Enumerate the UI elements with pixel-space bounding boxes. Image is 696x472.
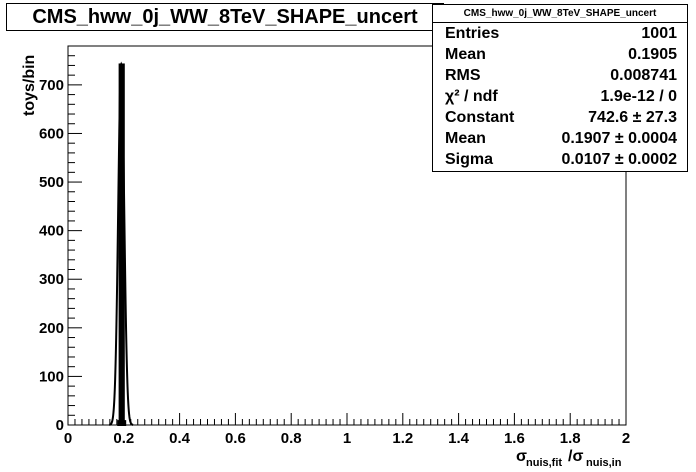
stats-row: Constant 742.6 ± 27.3 <box>433 107 687 128</box>
y-tick-label: 100 <box>39 368 64 385</box>
stats-label: Sigma <box>445 151 494 168</box>
stats-value: 0.1905 <box>628 46 677 63</box>
stats-value: 0.0107 ± 0.0002 <box>561 151 677 168</box>
stats-label: RMS <box>445 67 481 84</box>
stats-value: 742.6 ± 27.3 <box>588 109 677 126</box>
stats-rows: Entries 1001 Mean 0.1905 RMS 0.008741 χ² / ndf… <box>433 23 687 170</box>
stats-row: χ² / ndf 1.9e-12 / 0 <box>433 86 687 107</box>
y-tick-label: 500 <box>39 174 64 191</box>
stats-row: Sigma 0.0107 ± 0.0002 <box>433 149 687 170</box>
x-tick-label: 1.4 <box>448 430 470 447</box>
x-tick-label: 0.8 <box>281 430 302 447</box>
stats-row: Mean 0.1907 ± 0.0004 <box>433 128 687 149</box>
stats-row: Mean 0.1905 <box>433 44 687 65</box>
svg-text:σ: σ <box>516 448 527 465</box>
x-tick-label: 1.6 <box>504 430 525 447</box>
x-axis: 0 0.2 0.4 0.6 0.8 1 1.2 1.4 1.6 1.8 2 <box>64 413 630 447</box>
svg-text:nuis,fit: nuis,fit <box>526 457 562 469</box>
stats-title: CMS_hww_0j_WW_8TeV_SHAPE_uncert <box>433 5 687 23</box>
chart-title: CMS_hww_0j_WW_8TeV_SHAPE_uncert <box>6 3 444 31</box>
y-tick-label: 300 <box>39 271 64 288</box>
y-tick-label: 700 <box>39 77 64 94</box>
stats-row: Entries 1001 <box>433 23 687 44</box>
x-tick-label: 1.2 <box>392 430 413 447</box>
stats-value: 1001 <box>641 25 677 42</box>
x-tick-label: 1 <box>343 430 351 447</box>
svg-text:/σ: /σ <box>568 448 583 465</box>
stats-value: 1.9e-12 / 0 <box>600 88 678 105</box>
x-axis-label: σ nuis,fit /σ nuis,in <box>516 448 622 469</box>
y-axis-label: toys/bin <box>21 55 38 116</box>
fit-curve <box>109 61 134 426</box>
x-tick-label: 0.4 <box>169 430 191 447</box>
y-tick-label: 0 <box>56 417 64 434</box>
y-tick-label: 600 <box>39 125 64 142</box>
y-tick-label: 200 <box>39 320 64 337</box>
y-axis: 0 100 200 300 400 500 600 700 <box>39 45 82 434</box>
stats-row: RMS 0.008741 <box>433 65 687 86</box>
x-tick-label: 0.2 <box>113 430 134 447</box>
histogram-bar <box>122 420 127 427</box>
x-tick-label: 0.6 <box>225 430 246 447</box>
stats-label: Mean <box>445 46 486 63</box>
stats-label: Entries <box>445 25 500 42</box>
stats-label: Constant <box>445 109 515 126</box>
gaussian-fit <box>109 61 134 426</box>
stats-box: CMS_hww_0j_WW_8TeV_SHAPE_uncert Entries 1… <box>432 4 688 172</box>
stats-label: Mean <box>445 130 486 147</box>
svg-text:nuis,in: nuis,in <box>586 457 622 469</box>
stats-value: 0.1907 ± 0.0004 <box>561 130 677 147</box>
y-tick-label: 400 <box>39 223 64 240</box>
stats-label: χ² / ndf <box>445 88 498 105</box>
x-tick-label: 2 <box>622 430 630 447</box>
x-tick-label: 0 <box>64 430 72 447</box>
stats-value: 0.008741 <box>610 67 677 84</box>
x-tick-label: 1.8 <box>560 430 581 447</box>
